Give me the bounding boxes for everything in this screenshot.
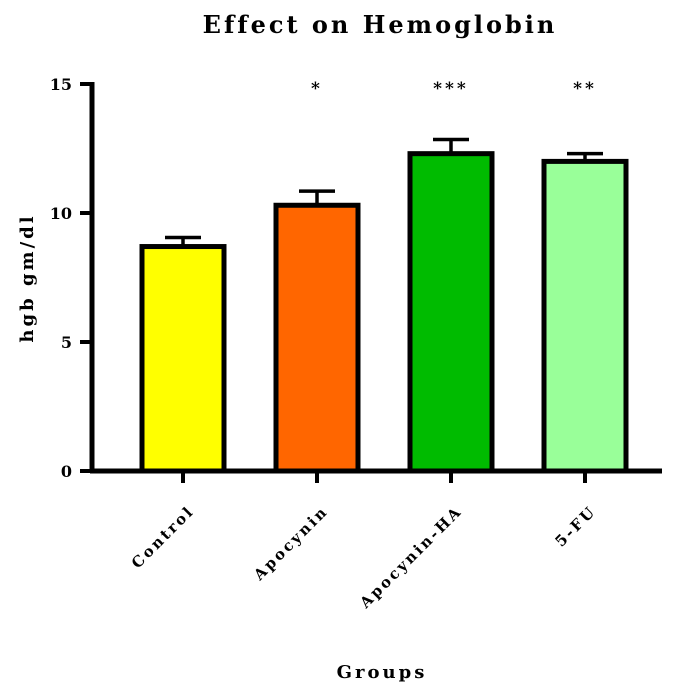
x-tick-label: Apocynin-HA xyxy=(355,502,465,612)
y-axis-label: hgb gm/dl xyxy=(17,213,38,342)
significance-marker: *** xyxy=(433,79,469,99)
y-tick-label: 0 xyxy=(61,462,72,481)
x-tick-label: 5-FU xyxy=(551,502,599,550)
significance-marker: * xyxy=(311,79,323,99)
x-axis-label: Groups xyxy=(337,662,428,683)
y-tick-label: 15 xyxy=(50,75,72,94)
significance-marker: ** xyxy=(573,79,597,99)
chart-title: Effect on Hemoglobin xyxy=(203,10,558,39)
plot-area: Control * Apocynin *** Apocynin-HA ** 5-FU 0 5 10… xyxy=(50,75,662,612)
y-tick-label: 5 xyxy=(61,333,72,352)
y-tick-label: 10 xyxy=(50,204,72,223)
x-tick-label: Apocynin xyxy=(249,502,331,584)
bar-apocynin-ha xyxy=(407,151,495,474)
bar-5-fu xyxy=(541,158,629,474)
bar-apocynin xyxy=(273,202,361,474)
bar-control xyxy=(139,244,227,474)
x-tick-label: Control xyxy=(128,502,198,572)
